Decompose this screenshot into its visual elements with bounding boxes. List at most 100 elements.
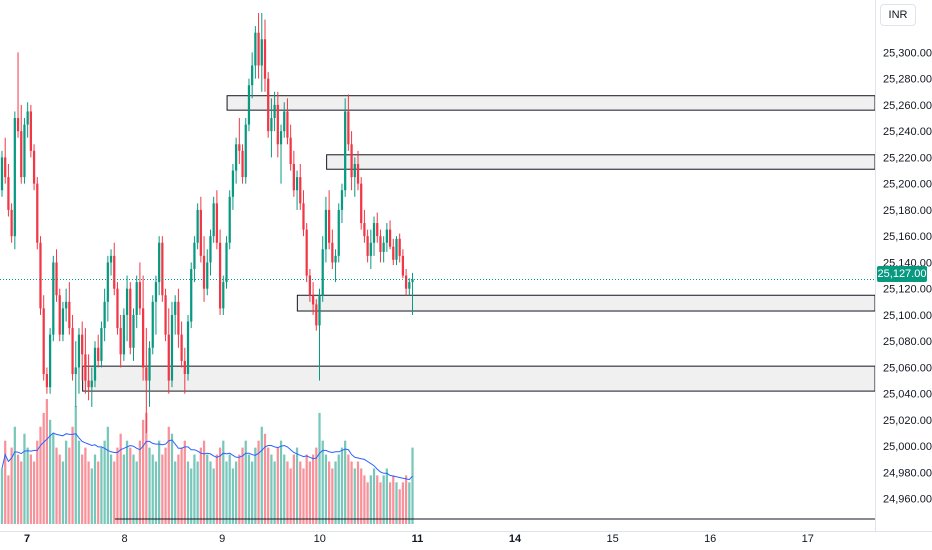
price-tick-label: 25,220.00 bbox=[883, 152, 932, 164]
candle-body bbox=[260, 39, 263, 66]
price-tick-label: 25,000.00 bbox=[883, 441, 932, 453]
volume-bar bbox=[135, 461, 138, 524]
volume-bar bbox=[401, 482, 405, 524]
current-price-tag: 25,127.00 bbox=[877, 266, 927, 282]
candle-body bbox=[334, 255, 337, 263]
volume-bar bbox=[344, 440, 347, 524]
candle-body bbox=[154, 282, 158, 302]
volume-bar bbox=[93, 454, 97, 524]
volume-bar bbox=[318, 412, 321, 524]
volume-bar bbox=[55, 447, 58, 524]
volume-bar bbox=[132, 454, 135, 524]
volume-bar bbox=[32, 461, 36, 524]
volume-bar bbox=[276, 447, 279, 524]
price-tick-label: 24,980.00 bbox=[883, 467, 932, 479]
volume-bar bbox=[353, 468, 356, 524]
candle-body bbox=[135, 282, 138, 315]
candle-body bbox=[16, 118, 20, 132]
candle-body bbox=[100, 328, 103, 361]
candle-body bbox=[42, 308, 45, 375]
time-tick-label: 17 bbox=[802, 533, 814, 545]
candle-body bbox=[212, 203, 215, 237]
volume-bar bbox=[283, 454, 286, 524]
candle-body bbox=[273, 104, 276, 119]
volume-ma-line bbox=[1, 432, 413, 481]
candle-body bbox=[404, 275, 408, 289]
candle-body bbox=[340, 190, 344, 210]
volume-bar bbox=[388, 482, 392, 524]
candle-body bbox=[109, 255, 113, 263]
candle-body bbox=[311, 295, 315, 305]
currency-label[interactable]: INR bbox=[880, 4, 916, 26]
candle-body bbox=[65, 301, 68, 309]
candle-body bbox=[308, 275, 312, 296]
candle-body bbox=[32, 150, 36, 184]
volume-bar bbox=[286, 461, 289, 524]
candle-body bbox=[385, 229, 388, 243]
volume-bar bbox=[81, 454, 84, 524]
candle-body bbox=[353, 163, 356, 178]
candle-body bbox=[158, 242, 161, 283]
candle-body bbox=[103, 301, 106, 329]
volume-bar bbox=[360, 468, 363, 524]
volume-bar bbox=[372, 468, 376, 524]
volume-bar bbox=[392, 475, 395, 524]
volume-bar bbox=[228, 454, 231, 524]
candle-body bbox=[247, 85, 251, 125]
candle-body bbox=[167, 334, 170, 381]
time-tick-label: 10 bbox=[314, 533, 326, 545]
volume-bar bbox=[295, 447, 299, 524]
candle-body bbox=[209, 236, 212, 263]
candle-body bbox=[190, 269, 193, 322]
candle-body bbox=[215, 203, 219, 243]
price-axis[interactable]: 25,300.00 25,280.00 25,260.00 25,240.00 25,2… bbox=[875, 0, 932, 531]
volume-bar bbox=[311, 454, 315, 524]
volume-bar bbox=[122, 454, 125, 524]
candle-body bbox=[29, 111, 32, 151]
candle-body bbox=[286, 111, 289, 138]
candle-body bbox=[318, 295, 321, 326]
candle-body bbox=[138, 282, 142, 309]
candle-body bbox=[350, 144, 353, 178]
candle-body bbox=[235, 144, 238, 171]
candle-body bbox=[324, 209, 328, 250]
volume-bar bbox=[257, 440, 260, 524]
candle-body bbox=[408, 282, 411, 289]
volume-bar bbox=[13, 426, 16, 524]
price-tick-label: 25,040.00 bbox=[883, 389, 932, 401]
price-tick-label: 25,280.00 bbox=[883, 74, 932, 86]
candle-body bbox=[202, 255, 206, 289]
volume-bar bbox=[39, 426, 42, 524]
time-tick-label: 15 bbox=[606, 533, 618, 545]
volume-bar bbox=[42, 412, 45, 524]
volume-bar bbox=[212, 468, 215, 524]
candle-body bbox=[395, 238, 398, 260]
volume-bar bbox=[87, 461, 90, 524]
candle-body bbox=[372, 223, 376, 243]
candle-body bbox=[74, 367, 77, 375]
candle-body bbox=[145, 367, 148, 381]
volume-bar bbox=[247, 454, 251, 524]
volume-bar bbox=[90, 468, 93, 524]
volume-bar bbox=[254, 447, 257, 524]
volume-bar bbox=[116, 447, 119, 524]
candle-body bbox=[0, 157, 4, 191]
candle-body bbox=[315, 304, 318, 326]
volume-bar bbox=[100, 447, 103, 524]
volume-bar bbox=[395, 482, 398, 524]
candle-body bbox=[48, 334, 52, 388]
candle-body bbox=[129, 288, 132, 348]
candle-body bbox=[45, 374, 49, 388]
volume-bar bbox=[23, 433, 26, 524]
candle-body bbox=[55, 262, 58, 296]
volume-bar bbox=[292, 454, 295, 524]
candle-body bbox=[299, 177, 302, 204]
candle-body bbox=[231, 170, 235, 197]
time-axis[interactable]: 7 8 9 10 11 14 15 16 17 bbox=[0, 531, 932, 546]
candle-body bbox=[382, 242, 385, 252]
price-tick-label: 25,200.00 bbox=[883, 179, 932, 191]
candle-body bbox=[180, 334, 183, 361]
time-tick-label: 8 bbox=[122, 533, 128, 545]
candle-body bbox=[26, 111, 29, 125]
